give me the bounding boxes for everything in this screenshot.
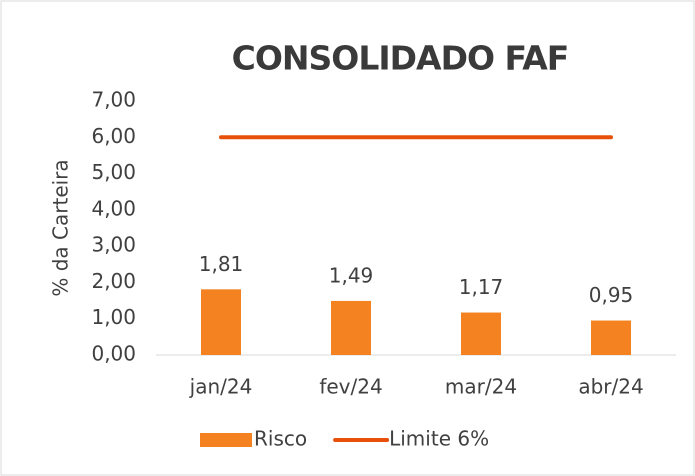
bar bbox=[331, 300, 371, 355]
y-tick-label: 3,00 bbox=[91, 233, 136, 257]
legend-label: Limite 6% bbox=[389, 427, 489, 451]
data-label: 1,81 bbox=[199, 252, 244, 276]
y-tick-label: 2,00 bbox=[91, 269, 136, 293]
bar bbox=[461, 312, 501, 355]
x-tick-label: mar/24 bbox=[445, 375, 517, 399]
legend-label: Risco bbox=[254, 427, 307, 451]
legend-swatch bbox=[200, 433, 252, 447]
y-tick-label: 5,00 bbox=[91, 160, 136, 184]
y-axis-label: % da Carteira bbox=[49, 159, 73, 296]
data-label: 1,49 bbox=[329, 263, 374, 287]
bar bbox=[201, 289, 241, 355]
x-tick-label: abr/24 bbox=[578, 375, 643, 399]
data-label: 0,95 bbox=[589, 283, 634, 307]
y-tick-label: 6,00 bbox=[91, 124, 136, 148]
y-tick-label: 7,00 bbox=[91, 88, 136, 112]
bar bbox=[591, 320, 631, 355]
chart-title: CONSOLIDADO FAF bbox=[232, 39, 569, 78]
x-tick-label: jan/24 bbox=[189, 375, 253, 399]
y-tick-label: 1,00 bbox=[91, 305, 136, 329]
y-tick-label: 4,00 bbox=[91, 196, 136, 220]
y-tick-label: 0,00 bbox=[91, 342, 136, 366]
x-tick-label: fev/24 bbox=[319, 375, 382, 399]
data-label: 1,17 bbox=[459, 275, 504, 299]
